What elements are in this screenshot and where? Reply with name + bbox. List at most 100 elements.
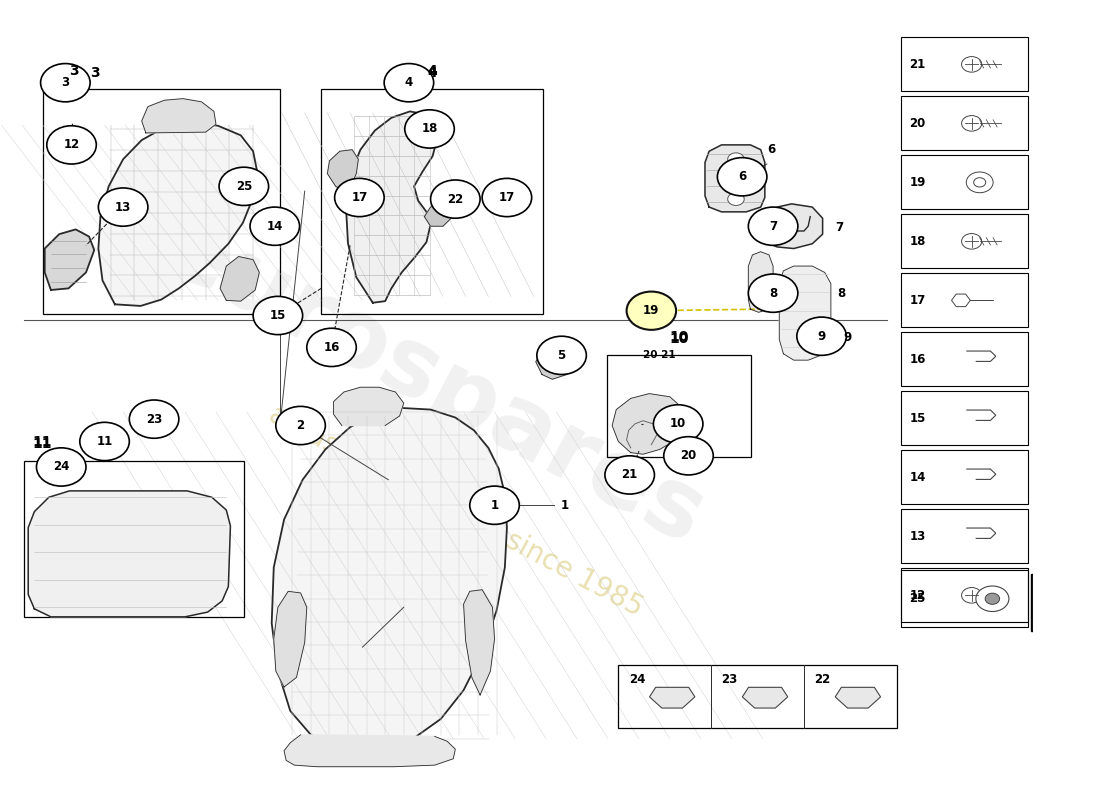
Polygon shape xyxy=(284,735,455,766)
Circle shape xyxy=(748,207,797,246)
Text: 7: 7 xyxy=(835,222,843,234)
Circle shape xyxy=(961,57,981,72)
Text: 14: 14 xyxy=(266,220,283,233)
Text: eurospares: eurospares xyxy=(150,203,720,565)
Text: 17: 17 xyxy=(910,294,925,307)
Circle shape xyxy=(961,587,981,603)
Text: 3: 3 xyxy=(90,66,100,79)
Bar xyxy=(901,214,1027,269)
Text: 7: 7 xyxy=(769,220,778,233)
Polygon shape xyxy=(705,145,764,212)
Text: 10: 10 xyxy=(670,418,686,430)
Text: 19: 19 xyxy=(910,176,925,189)
Text: 11: 11 xyxy=(33,435,53,450)
Text: 17: 17 xyxy=(498,191,515,204)
Text: 10: 10 xyxy=(670,330,689,344)
Text: 24: 24 xyxy=(629,673,645,686)
Polygon shape xyxy=(333,387,404,426)
Text: 4: 4 xyxy=(405,76,412,90)
Circle shape xyxy=(961,234,981,249)
Polygon shape xyxy=(779,266,830,360)
Polygon shape xyxy=(835,687,881,708)
Circle shape xyxy=(130,400,179,438)
Text: 16: 16 xyxy=(323,341,340,354)
Circle shape xyxy=(966,172,993,193)
Circle shape xyxy=(627,291,676,330)
Circle shape xyxy=(219,167,268,206)
Bar xyxy=(901,96,1027,150)
Text: 23: 23 xyxy=(146,413,162,426)
Text: 11: 11 xyxy=(33,437,53,451)
Circle shape xyxy=(796,317,846,355)
Circle shape xyxy=(961,115,981,131)
Polygon shape xyxy=(425,204,451,226)
Polygon shape xyxy=(649,687,695,708)
Text: 20 21: 20 21 xyxy=(644,350,675,360)
Polygon shape xyxy=(612,394,684,454)
Circle shape xyxy=(250,207,299,246)
Circle shape xyxy=(663,437,713,475)
Polygon shape xyxy=(764,204,823,249)
Text: 18: 18 xyxy=(910,235,925,248)
Text: 11: 11 xyxy=(97,435,112,448)
Polygon shape xyxy=(29,491,230,617)
Polygon shape xyxy=(98,122,257,306)
Bar xyxy=(901,155,1027,210)
Text: 1: 1 xyxy=(491,498,498,512)
Circle shape xyxy=(728,153,745,166)
Circle shape xyxy=(430,180,480,218)
Bar xyxy=(901,570,1027,627)
Text: 4: 4 xyxy=(427,64,437,78)
Text: 6: 6 xyxy=(738,170,746,183)
Text: 881 02: 881 02 xyxy=(1054,595,1100,610)
Polygon shape xyxy=(748,252,773,312)
Bar xyxy=(43,89,279,314)
Circle shape xyxy=(605,456,654,494)
Text: 19: 19 xyxy=(644,304,660,318)
Circle shape xyxy=(47,126,97,164)
Polygon shape xyxy=(346,111,437,302)
Text: 1: 1 xyxy=(561,498,569,512)
Text: 16: 16 xyxy=(910,353,925,366)
Text: 17: 17 xyxy=(351,191,367,204)
Text: 4: 4 xyxy=(427,66,437,79)
Polygon shape xyxy=(1040,550,1100,572)
Circle shape xyxy=(98,188,147,226)
Text: 23: 23 xyxy=(722,673,738,686)
Text: 9: 9 xyxy=(817,330,826,342)
Circle shape xyxy=(405,110,454,148)
Bar xyxy=(24,461,244,617)
Polygon shape xyxy=(272,408,507,749)
Polygon shape xyxy=(463,590,495,695)
Circle shape xyxy=(728,193,745,206)
Bar xyxy=(901,38,1027,91)
Polygon shape xyxy=(536,346,575,379)
Bar xyxy=(1031,574,1100,631)
Circle shape xyxy=(974,178,986,187)
Bar xyxy=(618,665,896,729)
Text: 15: 15 xyxy=(270,309,286,322)
Polygon shape xyxy=(274,591,307,687)
Circle shape xyxy=(384,63,433,102)
Bar xyxy=(901,568,1027,622)
Text: 22: 22 xyxy=(814,673,830,686)
Text: 13: 13 xyxy=(116,201,131,214)
Bar xyxy=(901,274,1027,327)
Text: 2: 2 xyxy=(297,419,305,432)
Text: 25: 25 xyxy=(235,180,252,193)
Bar xyxy=(321,89,543,314)
Circle shape xyxy=(986,593,1000,604)
Text: 15: 15 xyxy=(910,412,925,425)
Polygon shape xyxy=(742,687,788,708)
Circle shape xyxy=(976,586,1009,611)
Polygon shape xyxy=(220,257,260,301)
Text: 21: 21 xyxy=(910,58,925,71)
Polygon shape xyxy=(952,294,970,306)
Circle shape xyxy=(470,486,519,524)
Bar xyxy=(901,510,1027,563)
Text: 24: 24 xyxy=(53,461,69,474)
Circle shape xyxy=(36,448,86,486)
Bar xyxy=(901,391,1027,446)
Text: 12: 12 xyxy=(64,138,79,151)
Circle shape xyxy=(537,336,586,374)
